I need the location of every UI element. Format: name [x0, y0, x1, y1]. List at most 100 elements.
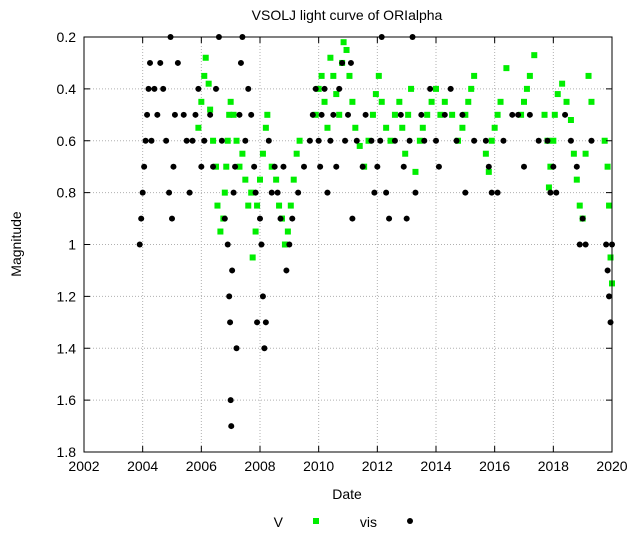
- vis-point: [377, 137, 384, 144]
- v-point: [324, 124, 331, 131]
- vis-point: [186, 189, 193, 196]
- vis-point: [550, 163, 557, 170]
- x-tick-label: 2004: [127, 458, 158, 474]
- vis-point: [353, 137, 360, 144]
- v-point: [465, 98, 472, 105]
- v-point: [582, 150, 589, 157]
- v-point: [588, 98, 595, 105]
- vis-point: [228, 423, 235, 430]
- vis-point: [336, 85, 343, 92]
- legend: V vis: [274, 514, 413, 530]
- v-point: [372, 91, 379, 98]
- vis-point: [230, 189, 237, 196]
- vis-point: [257, 215, 263, 222]
- vis-point: [433, 137, 439, 144]
- vis-point: [157, 59, 164, 66]
- vis-point: [342, 137, 349, 144]
- vis-point: [317, 163, 324, 170]
- vis-point: [362, 111, 369, 118]
- v-point: [245, 202, 252, 209]
- vis-point: [485, 163, 492, 170]
- vis-point: [301, 163, 307, 170]
- vis-point: [147, 59, 153, 66]
- vis-point: [138, 215, 145, 222]
- vis-point: [509, 111, 516, 118]
- v-point: [202, 54, 209, 61]
- vis-point: [248, 111, 255, 118]
- v-point: [207, 106, 214, 113]
- vis-point: [183, 137, 190, 144]
- vis-point: [280, 163, 287, 170]
- vis-point: [251, 163, 258, 170]
- vis-point: [265, 137, 272, 144]
- x-tick-label: 2010: [303, 458, 334, 474]
- v-point: [391, 111, 398, 118]
- v-point: [523, 85, 530, 92]
- x-tick-label: 2012: [362, 458, 393, 474]
- vis-point: [604, 267, 611, 274]
- v-point: [210, 137, 217, 144]
- v-point: [494, 111, 501, 118]
- vis-point: [312, 85, 319, 92]
- v-point: [224, 137, 231, 144]
- v-point: [257, 176, 263, 183]
- v-point: [604, 163, 611, 170]
- vis-point: [166, 189, 173, 196]
- vis-point: [306, 137, 313, 144]
- v-point: [343, 46, 350, 53]
- vis-point: [488, 189, 495, 196]
- vis-point: [295, 189, 302, 196]
- vis-point: [447, 85, 454, 92]
- v-point: [441, 98, 448, 105]
- vis-point: [494, 189, 501, 196]
- y-axis-label: Magnitude: [8, 211, 24, 277]
- v-point: [607, 254, 614, 261]
- vis-point: [151, 85, 158, 92]
- vis-point: [226, 293, 233, 300]
- vis-point: [227, 397, 234, 404]
- v-point: [378, 98, 385, 105]
- vis-point: [262, 319, 269, 326]
- v-point: [412, 168, 419, 175]
- x-tick-label: 2020: [596, 458, 627, 474]
- x-tick-label: 2016: [479, 458, 510, 474]
- vis-point: [345, 111, 351, 118]
- v-point: [254, 202, 261, 209]
- vis-point: [462, 189, 469, 196]
- vis-point: [471, 137, 478, 144]
- v-point: [563, 98, 570, 105]
- v-point: [408, 85, 415, 92]
- vis-point: [315, 137, 322, 144]
- y-tick-label: 0.4: [57, 81, 77, 97]
- v-point: [402, 150, 409, 157]
- vis-point: [160, 85, 167, 92]
- vis-point: [289, 215, 296, 222]
- vis-point: [259, 293, 266, 300]
- vis-point: [254, 319, 261, 326]
- v-point: [226, 111, 233, 118]
- vis-point: [374, 163, 381, 170]
- vis-point: [435, 163, 442, 170]
- v-point: [567, 117, 574, 123]
- v-point: [369, 111, 376, 118]
- vis-point: [406, 137, 413, 144]
- vis-point: [189, 137, 196, 144]
- vis-point: [169, 215, 175, 222]
- vis-point: [277, 215, 284, 222]
- vis-point: [459, 111, 466, 118]
- v-point: [233, 137, 240, 144]
- vis-point: [383, 189, 390, 196]
- v-point: [318, 72, 325, 79]
- vis-point: [521, 163, 527, 170]
- vis-point: [192, 111, 199, 118]
- v-point: [249, 254, 256, 261]
- v-point: [526, 72, 533, 79]
- v-point: [541, 111, 548, 118]
- v-point: [485, 168, 492, 175]
- vis-point: [227, 319, 234, 326]
- v-point: [276, 202, 283, 209]
- vis-point: [576, 241, 583, 248]
- vis-point: [233, 345, 240, 352]
- v-point: [252, 228, 259, 235]
